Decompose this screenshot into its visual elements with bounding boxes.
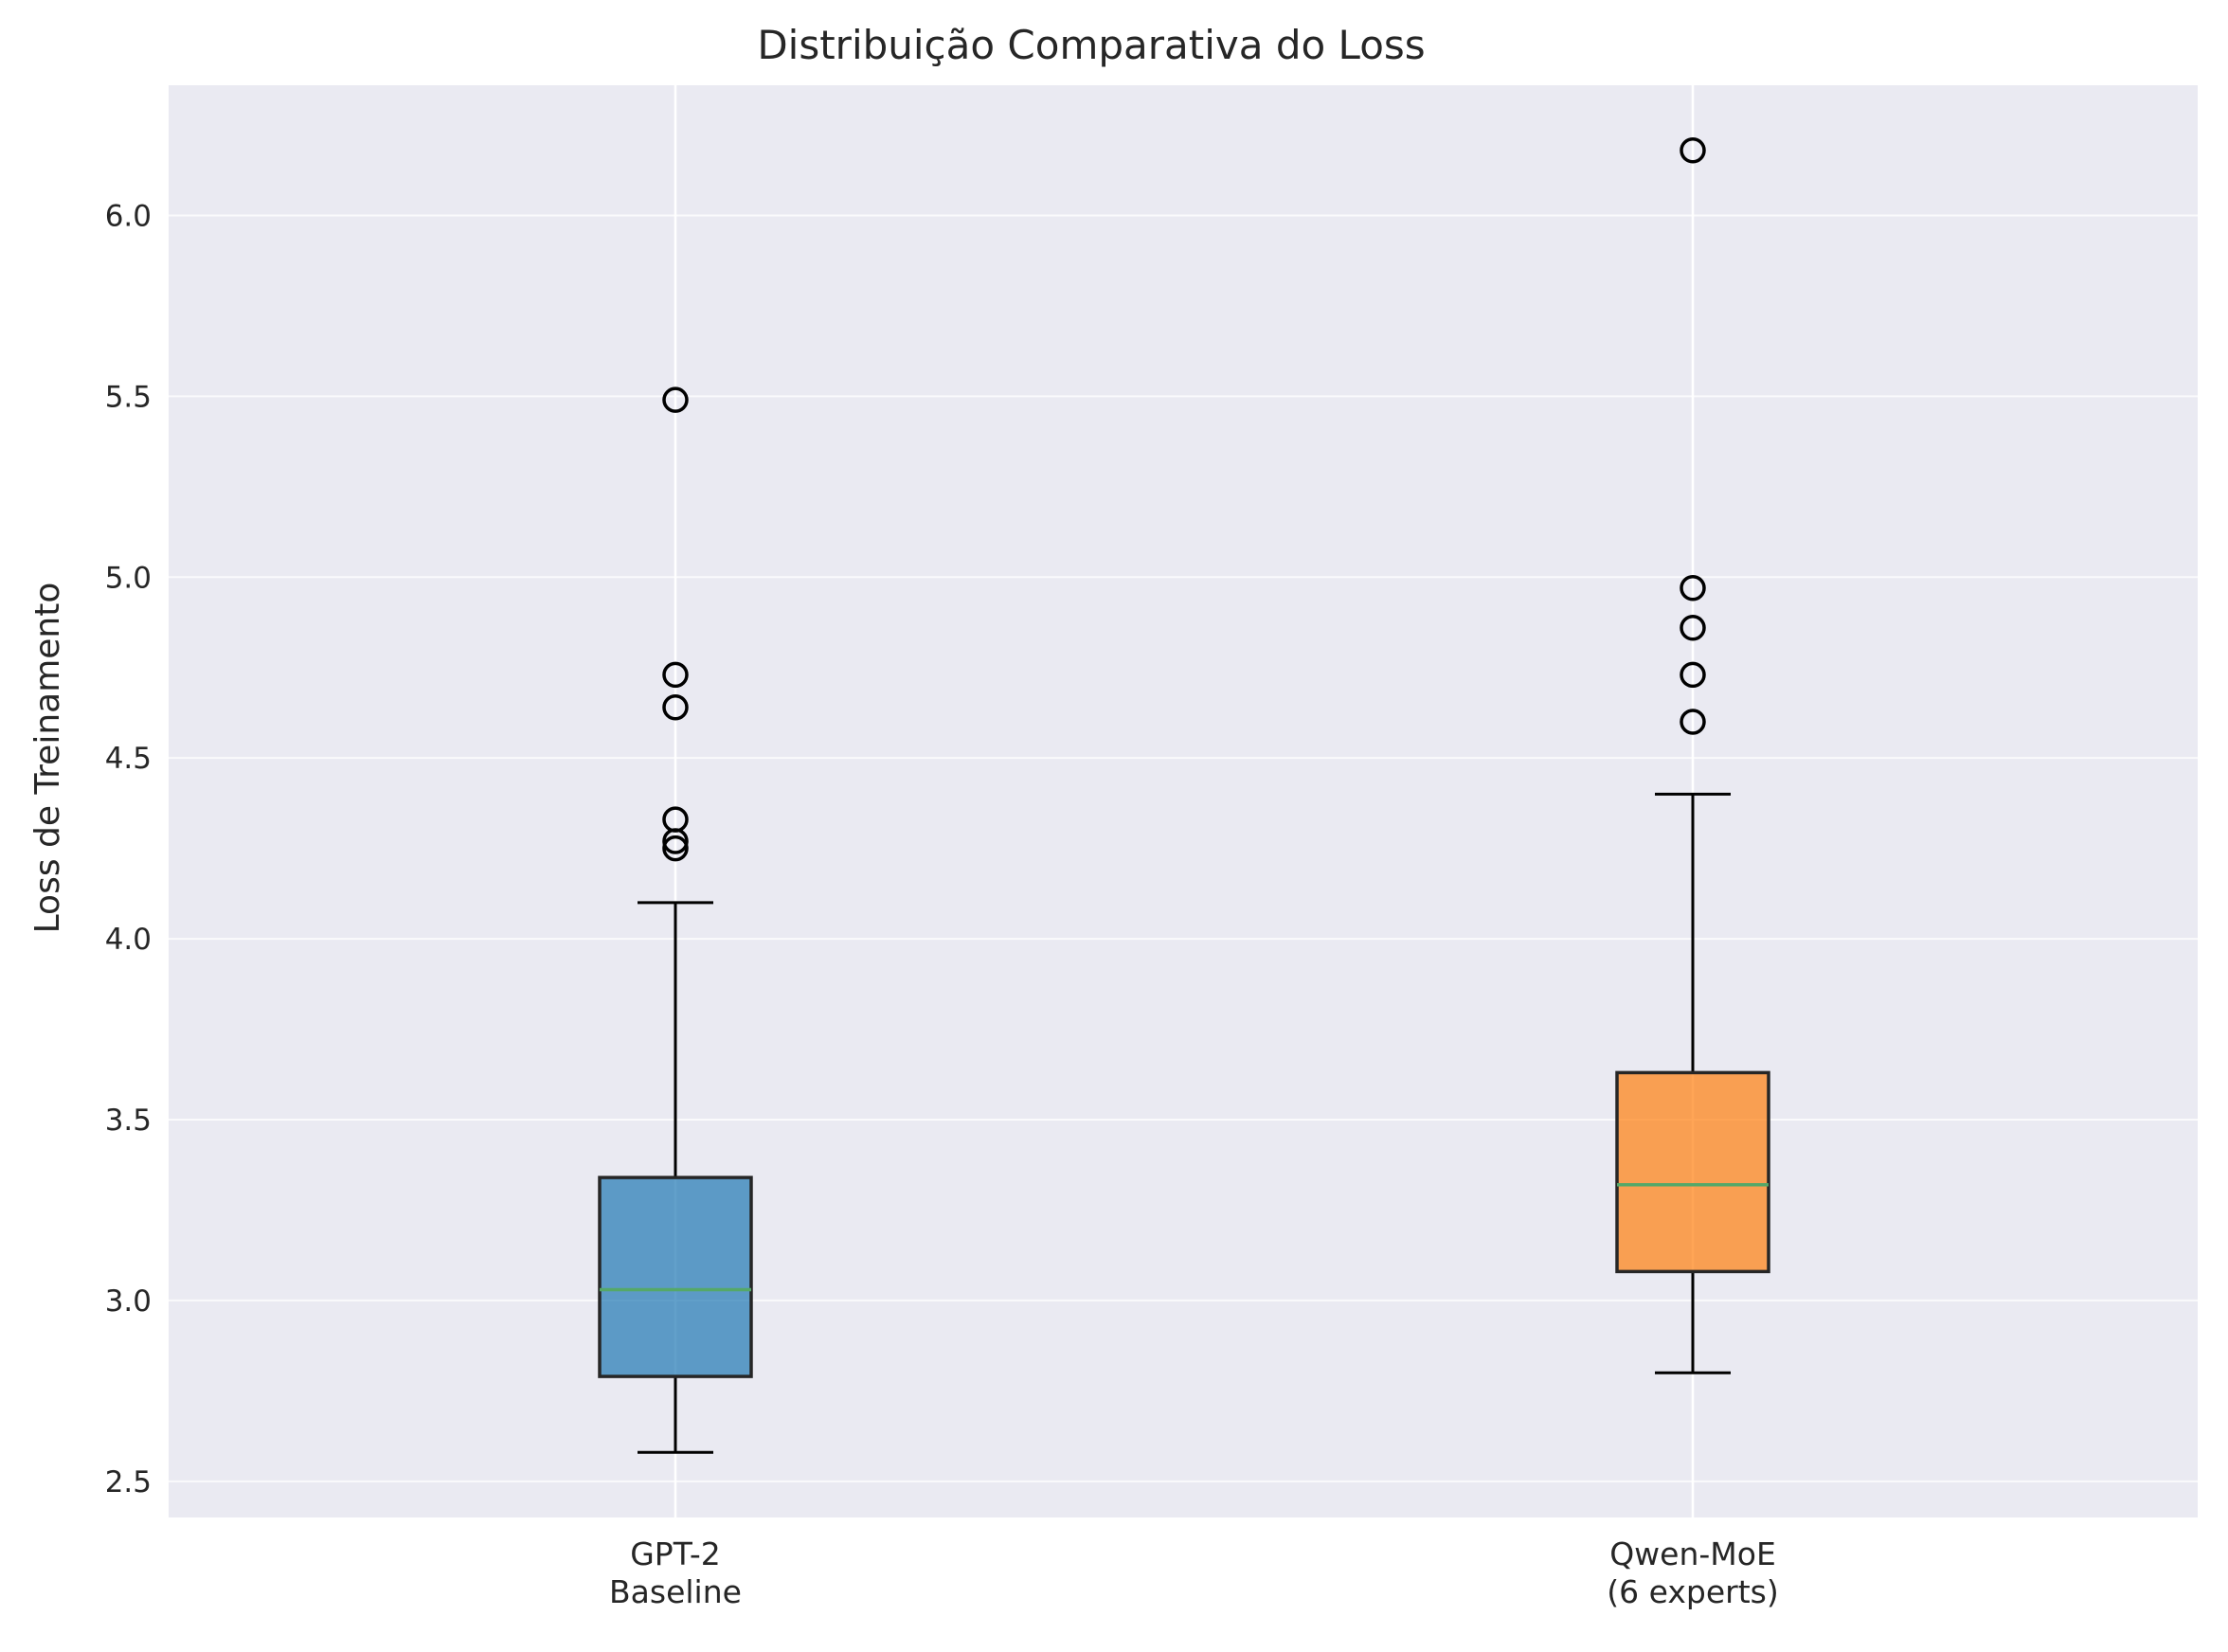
outlier-point: [1680, 136, 1706, 164]
x-tick-label-line: Baseline: [609, 1573, 742, 1610]
x-tick-label: Qwen-MoE (6 experts): [1607, 1535, 1778, 1610]
plot-background: [169, 85, 2198, 1517]
outlier-point: [662, 835, 689, 862]
outlier-point: [1680, 709, 1706, 735]
outlier-point: [1680, 614, 1706, 641]
y-tick-label: 4.5: [105, 742, 152, 776]
x-tick-label: GPT-2 Baseline: [609, 1535, 742, 1610]
y-tick-label: 5.5: [105, 380, 152, 414]
chart-title: Distribuição Comparativa do Loss: [757, 22, 1425, 68]
outlier-point: [1680, 661, 1706, 689]
x-tick-label-line: Qwen-MoE: [1609, 1535, 1776, 1572]
y-axis-label: Loss de Treinamento: [28, 583, 67, 934]
outlier-point: [662, 661, 689, 689]
box: [598, 1176, 753, 1378]
box-group: [598, 386, 753, 1454]
x-tick-label-line: GPT-2: [630, 1535, 721, 1572]
y-tick-label: 3.0: [105, 1284, 152, 1319]
outlier-point: [662, 806, 689, 833]
y-axis-ticks: 2.5 3.0 3.5 4.0 4.5 5.0 5.5 6.0: [105, 199, 152, 1499]
y-tick-label: 3.5: [105, 1104, 152, 1138]
y-tick-label: 2.5: [105, 1465, 152, 1499]
outlier-point: [662, 386, 689, 413]
x-axis-ticks: GPT-2 Baseline Qwen-MoE (6 experts): [609, 1535, 1779, 1610]
y-tick-label: 5.0: [105, 561, 152, 595]
box: [1615, 1070, 1770, 1274]
outlier-point: [662, 693, 689, 721]
y-tick-label: 6.0: [105, 199, 152, 233]
y-tick-label: 4.0: [105, 923, 152, 957]
x-tick-label-line: (6 experts): [1607, 1573, 1778, 1610]
outlier-point: [1680, 574, 1706, 602]
box-group: [1615, 136, 1770, 1374]
boxes: [598, 136, 1770, 1454]
